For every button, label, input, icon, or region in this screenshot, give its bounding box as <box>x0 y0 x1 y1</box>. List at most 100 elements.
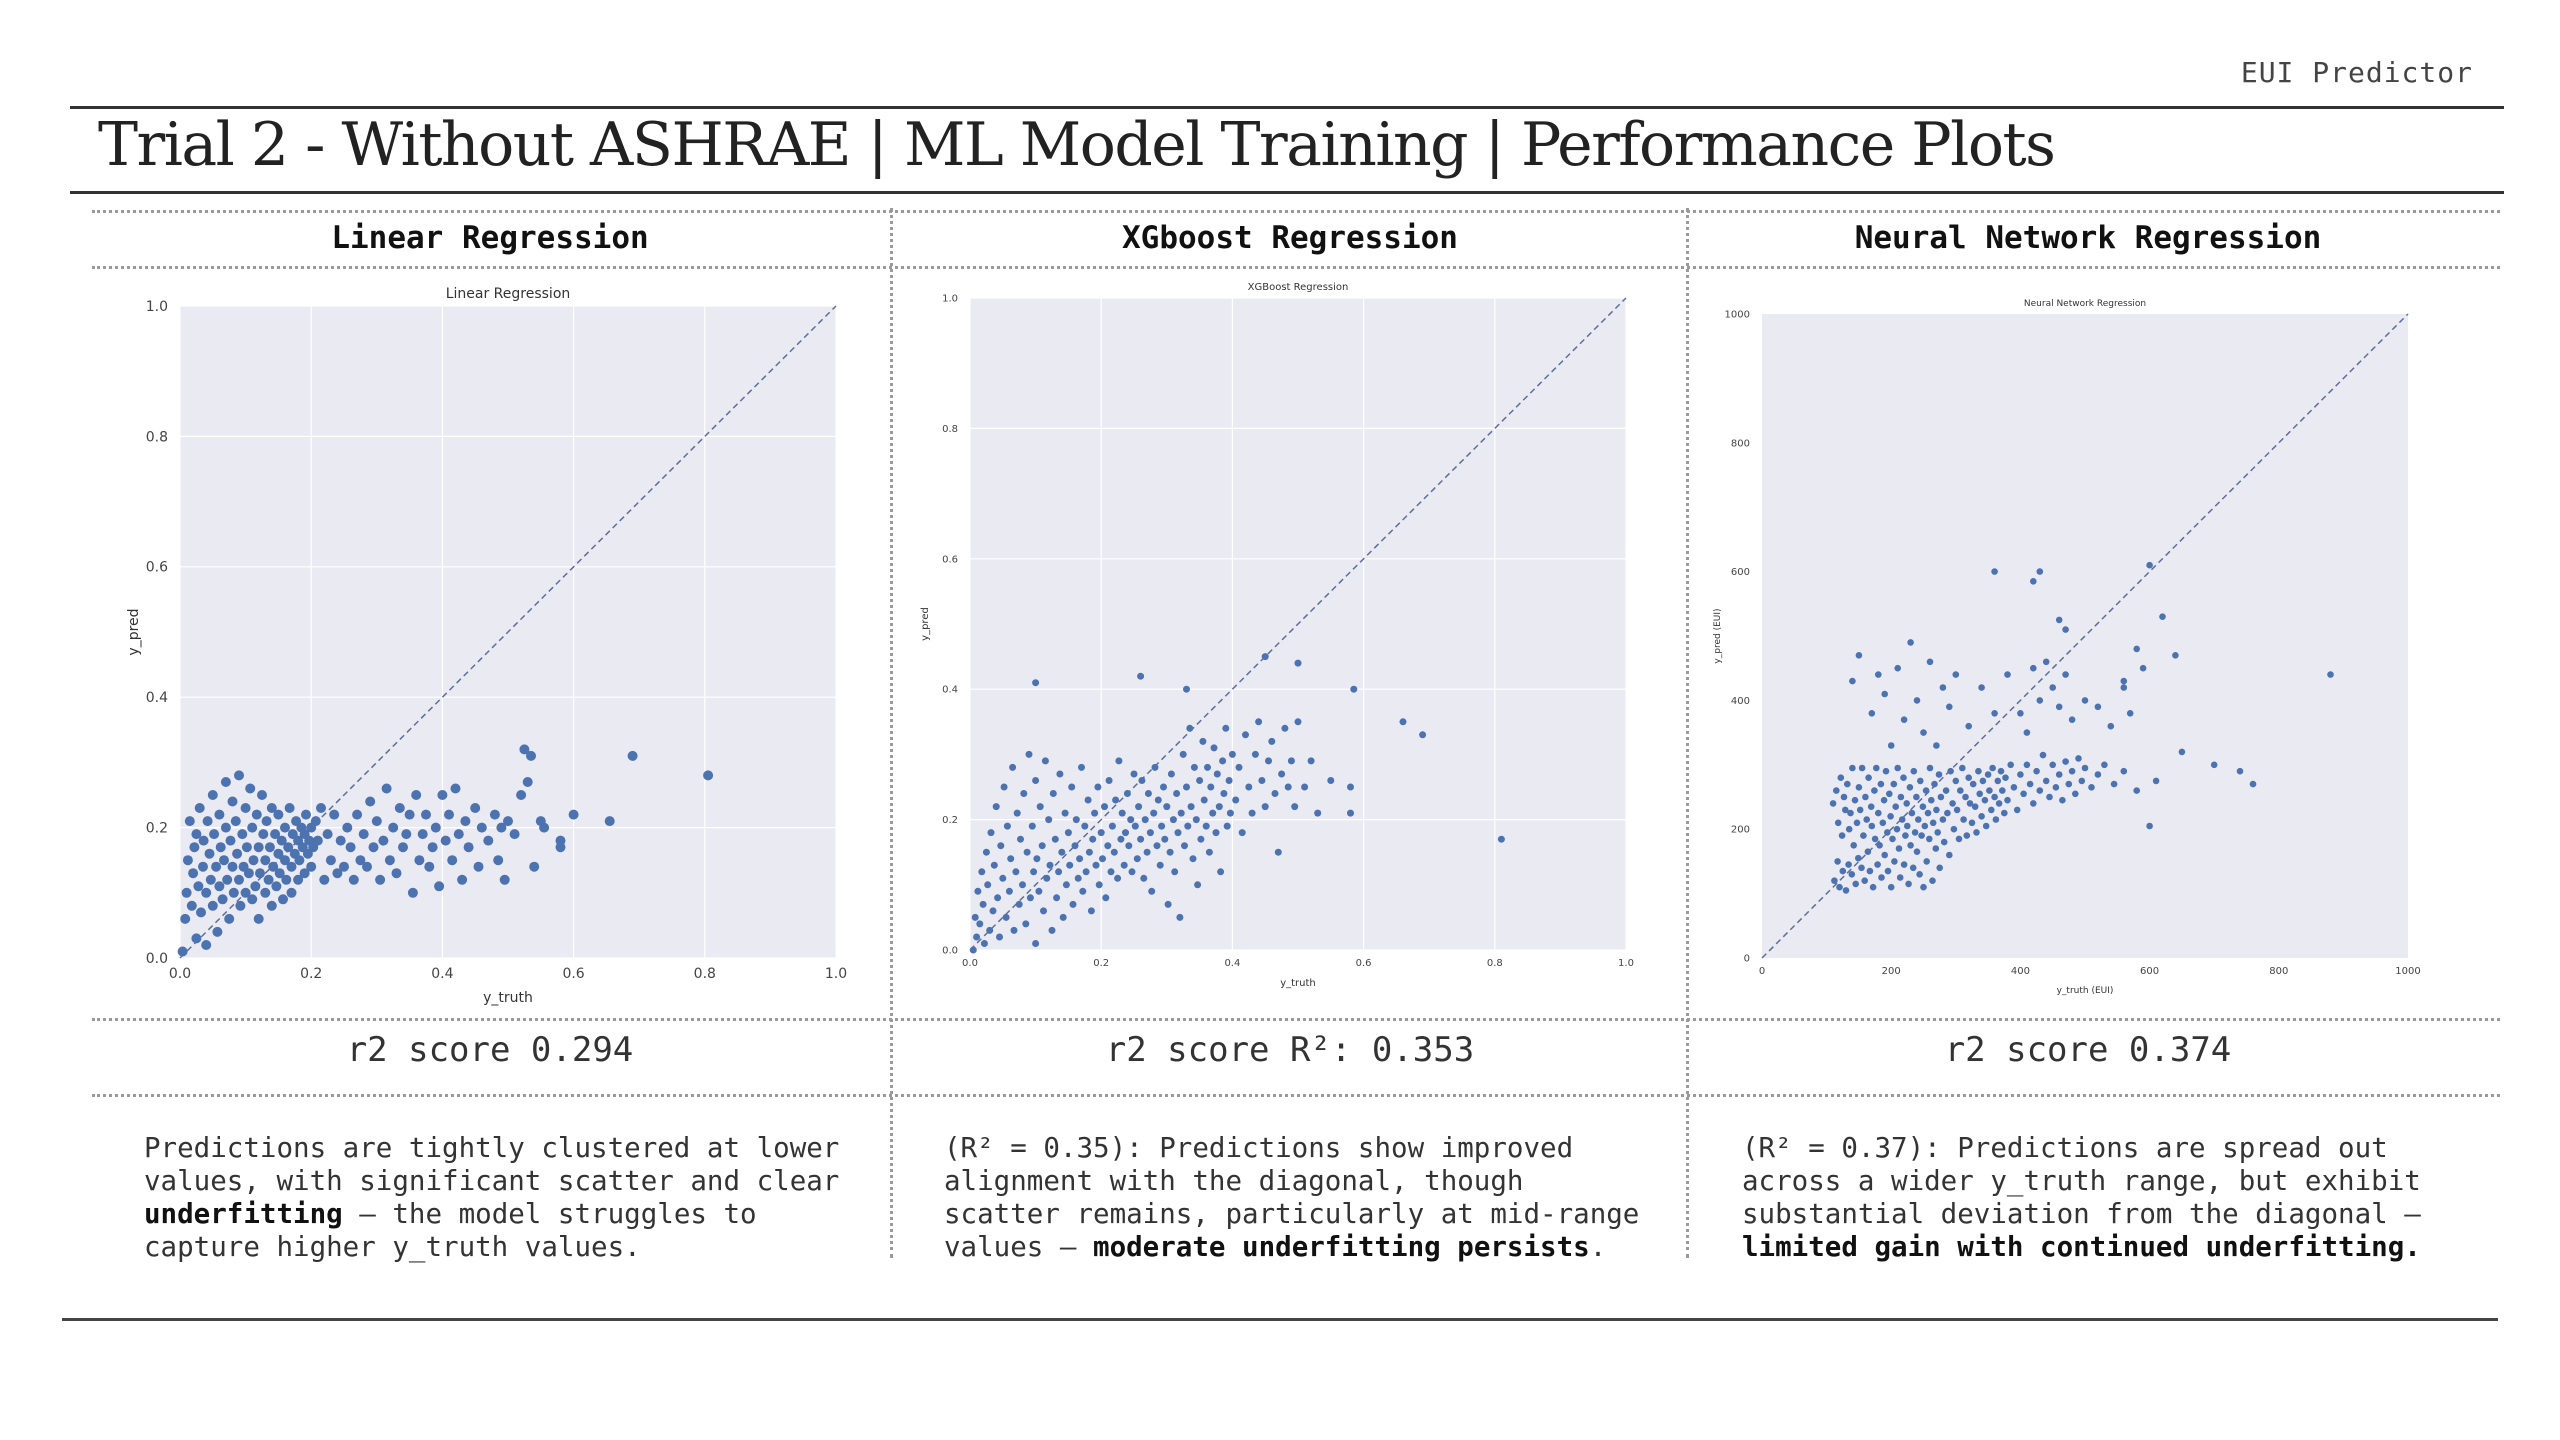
data-point <box>1177 809 1185 817</box>
data-point <box>1978 813 1985 820</box>
title-rule <box>70 191 2504 194</box>
data-point <box>1209 809 1217 817</box>
data-point <box>2001 809 2008 817</box>
data-point <box>1880 796 1888 804</box>
data-point <box>1923 858 1930 865</box>
data-point <box>2049 761 2056 769</box>
data-point <box>227 796 238 807</box>
data-point <box>1041 757 1049 765</box>
data-point <box>2236 767 2244 775</box>
data-point <box>2152 777 2160 785</box>
data-point <box>339 861 349 872</box>
data-point <box>196 907 206 918</box>
data-point <box>2120 767 2128 775</box>
data-point <box>1202 822 1210 830</box>
data-point <box>2036 568 2044 575</box>
data-point <box>219 855 229 866</box>
data-point <box>251 809 262 820</box>
data-point <box>1069 900 1077 908</box>
data-point <box>250 881 261 892</box>
data-point <box>257 790 267 800</box>
data-point <box>2062 671 2069 678</box>
data-point <box>1055 868 1063 876</box>
data-point <box>1939 684 1947 691</box>
y-tick-label: 0.2 <box>942 815 958 826</box>
data-point <box>1081 822 1089 830</box>
data-point <box>1946 703 1953 711</box>
data-point <box>1171 868 1179 876</box>
data-point <box>217 894 228 905</box>
data-point <box>1868 822 1876 830</box>
data-point <box>1135 803 1143 811</box>
x-tick-label: 200 <box>1882 966 1901 977</box>
data-point <box>1999 787 2006 794</box>
data-point <box>1858 864 1865 872</box>
data-point <box>198 861 208 872</box>
data-point <box>450 783 461 794</box>
data-point <box>184 816 195 827</box>
data-point <box>1926 835 1933 843</box>
data-point <box>247 894 258 905</box>
data-point <box>1151 763 1159 771</box>
panel-neural-network-regression: Neural Network Regression 0 0 200 200 400 400… <box>1690 208 2486 1268</box>
data-point <box>234 770 244 781</box>
data-point <box>1028 822 1036 830</box>
data-point <box>1879 819 1887 827</box>
data-point <box>519 744 530 755</box>
data-point <box>1853 819 1861 827</box>
data-point <box>2036 787 2044 794</box>
data-point <box>1205 848 1213 856</box>
dotted-divider <box>92 1094 2500 1097</box>
data-point <box>1101 803 1108 811</box>
data-point <box>1844 780 1851 788</box>
data-point <box>1852 880 1859 888</box>
y-tick-label: 0.4 <box>942 685 958 696</box>
data-point <box>1301 783 1309 791</box>
data-point <box>240 803 251 813</box>
data-point <box>2036 697 2044 704</box>
data-point <box>274 868 285 879</box>
panel-linear-regression: Linear Regression 0.0 0.0 0.2 0.2 0.4 0.4 0.6 0… <box>92 208 888 1268</box>
data-point <box>1882 767 1890 775</box>
data-point <box>1327 777 1335 784</box>
dotted-divider <box>92 266 2500 269</box>
data-point <box>1084 796 1092 804</box>
data-point <box>1913 848 1921 855</box>
data-point <box>1900 861 1908 868</box>
data-point <box>1921 822 1929 830</box>
data-point <box>1902 832 1909 839</box>
data-point <box>227 861 238 872</box>
data-point <box>205 874 216 885</box>
data-point <box>312 835 323 846</box>
description-text: (R² = 0.35): Predictions show improved a… <box>944 1132 1640 1263</box>
data-point <box>1122 829 1129 837</box>
data-point <box>1127 816 1135 824</box>
data-point <box>986 926 994 934</box>
data-point <box>2055 771 2063 778</box>
data-point <box>1043 874 1051 882</box>
data-point <box>322 829 333 840</box>
data-point <box>1858 764 1866 772</box>
data-point <box>1873 764 1880 772</box>
data-point <box>1862 793 1869 801</box>
data-point <box>1156 861 1164 869</box>
y-tick-label: 0 <box>1744 954 1750 965</box>
data-point <box>1949 800 1956 807</box>
data-point <box>1928 796 1935 804</box>
data-point <box>460 816 471 827</box>
data-point <box>1399 718 1407 726</box>
description-text: — the model struggles to capture higher … <box>144 1198 757 1263</box>
data-point <box>1291 803 1299 811</box>
data-point <box>1033 855 1041 863</box>
data-point <box>2126 710 2134 717</box>
data-point <box>1071 842 1079 850</box>
data-point <box>973 933 981 941</box>
y-tick-label: 1.0 <box>146 299 168 315</box>
chart-title: Neural Network Regression <box>2024 299 2146 309</box>
data-point <box>243 868 254 879</box>
y-axis-label: y_pred <box>126 608 142 655</box>
data-point <box>1194 881 1202 889</box>
data-point <box>1005 887 1013 895</box>
data-point <box>1842 806 1849 814</box>
data-point <box>191 829 202 840</box>
